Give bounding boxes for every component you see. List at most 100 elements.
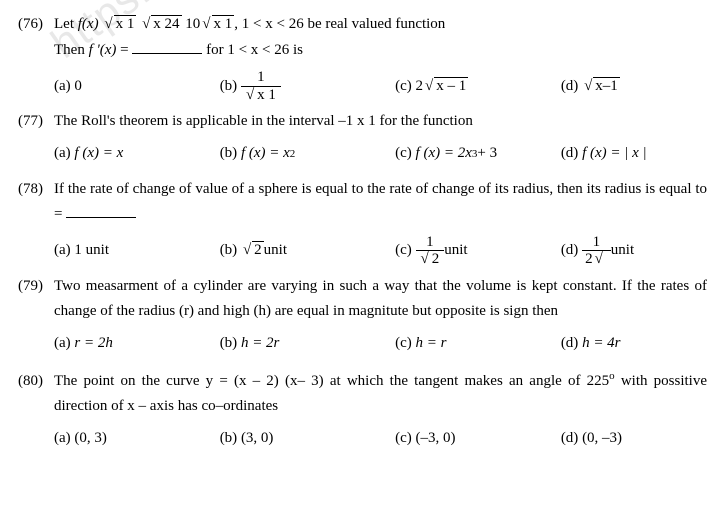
q79-text: (79)Two measarment of a cylinder are var… <box>18 274 707 325</box>
q78-c-frac: 1 √2 <box>416 234 445 268</box>
q78-b-sqrt: √2 <box>241 242 264 259</box>
question-78: (78)If the rate of change of value of a … <box>18 177 707 268</box>
q78-opt-c: (c) 1 √2 unit <box>395 234 561 268</box>
q80-a-val: (0, 3) <box>74 430 107 447</box>
q76-b-frac: 1 √x 1 <box>241 69 281 103</box>
q76-sqrt3-rad: x 1 <box>212 15 235 32</box>
q78-b-post: unit <box>264 242 287 259</box>
question-76: (76)Let f(x) √x 1 √x 24 10√x 1, 1 < x < … <box>18 12 707 103</box>
q76-opt-b: (b) 1 √x 1 <box>220 69 395 103</box>
q78-a-val: 1 unit <box>74 242 109 259</box>
q76-sqrt3: √x 1 <box>200 12 234 38</box>
q78-c-bot: √2 <box>416 251 445 268</box>
q77-num: (77) <box>18 109 54 135</box>
q78-c-post: unit <box>444 242 467 259</box>
q76-b-top: 1 <box>241 69 281 87</box>
question-80: (80)The point on the curve y = (x – 2) (… <box>18 367 707 456</box>
q79-options: (a) r = 2h (b) h = 2r (c) h = r (d) h = … <box>54 327 707 361</box>
q78-opt-a: (a) 1 unit <box>54 234 220 268</box>
q76-options: (a) 0 (b) 1 √x 1 (c) 2√x – 1 (d) √x–1 <box>54 69 707 103</box>
q77-opt-c: (c) f (x) = 2x3 + 3 <box>395 137 561 171</box>
q80-body-pre: The point on the curve y = (x – 2) (x– 3… <box>54 373 609 389</box>
q77-c-pre: f (x) = 2x <box>416 145 472 162</box>
q77-options: (a) f (x) = x (b) f (x) = x2 (c) f (x) =… <box>54 137 707 171</box>
q79-a-val: r = 2h <box>74 335 112 352</box>
q76-l2-post: for 1 < x < 26 is <box>202 42 303 58</box>
q78-d-top: 1 <box>582 234 611 252</box>
q78-d-botpre: 2 <box>585 251 593 267</box>
q76-opt-c: (c) 2√x – 1 <box>395 69 561 103</box>
q80-opt-b: (b) (3, 0) <box>220 422 395 456</box>
q78-text: (78)If the rate of change of value of a … <box>18 177 707 228</box>
q76-c-pre: 2 <box>416 78 424 95</box>
q76-blank <box>132 53 202 54</box>
q78-d-post: unit <box>611 242 634 259</box>
q80-d-val: (0, –3) <box>582 430 622 447</box>
q80-c-val: (–3, 0) <box>416 430 456 447</box>
q79-c-val: h = r <box>416 335 447 352</box>
q76-d-rad: x–1 <box>593 77 620 94</box>
q80-opt-c: (c) (–3, 0) <box>395 422 561 456</box>
q78-blank <box>66 217 136 218</box>
q76-a-val: 0 <box>74 78 82 95</box>
q77-b-val: f (x) = x <box>241 145 290 162</box>
q79-opt-d: (d) h = 4r <box>561 327 707 361</box>
q79-body: Two measarment of a cylinder are varying… <box>54 278 707 320</box>
q79-opt-b: (b) h = 2r <box>220 327 395 361</box>
q76-b-rad: x 1 <box>255 86 278 103</box>
q77-opt-b: (b) f (x) = x2 <box>220 137 395 171</box>
q76-mid3: 10 <box>182 16 201 32</box>
q77-opt-a: (a) f (x) = x <box>54 137 220 171</box>
q78-opt-d: (d) 1 2√ unit <box>561 234 707 268</box>
q76-opt-d: (d) √x–1 <box>561 69 707 103</box>
q79-d-val: h = 4r <box>582 335 620 352</box>
q76-b-bot: √x 1 <box>241 87 281 104</box>
q77-d-val: f (x) = | x | <box>582 145 647 162</box>
q78-opt-b: (b) √2 unit <box>220 234 395 268</box>
q76-fpx: f '(x) <box>89 42 117 58</box>
q76-l1-post: , 1 < x < 26 be real valued function <box>234 16 445 32</box>
q76-d-sqrt: √x–1 <box>582 78 620 95</box>
q76-l2-pre: Then <box>54 42 89 58</box>
q78-c-top: 1 <box>416 234 445 252</box>
q78-body: If the rate of change of value of a sphe… <box>54 181 707 223</box>
q77-body: The Roll's theorem is applicable in the … <box>54 113 473 129</box>
q76-sqrt1-rad: x 1 <box>114 15 137 32</box>
q78-b-rad: 2 <box>252 241 264 258</box>
question-79: (79)Two measarment of a cylinder are var… <box>18 274 707 361</box>
q78-c-sqrt: √2 <box>419 251 442 268</box>
q78-num: (78) <box>18 177 54 203</box>
q78-c-rad: 2 <box>430 250 442 267</box>
q76-b-sqrt: √x 1 <box>244 87 278 104</box>
q77-c-post: + 3 <box>477 145 497 162</box>
q77-b-sup: 2 <box>290 148 296 160</box>
q78-d-rad <box>604 250 608 267</box>
q79-num: (79) <box>18 274 54 300</box>
q80-text: (80)The point on the curve y = (x – 2) (… <box>18 367 707 420</box>
q78-options: (a) 1 unit (b) √2 unit (c) 1 √2 unit (d)… <box>54 234 707 268</box>
q80-num: (80) <box>18 369 54 395</box>
q79-opt-a: (a) r = 2h <box>54 327 220 361</box>
q77-a-val: f (x) = x <box>74 145 123 162</box>
question-77: (77)The Roll's theorem is applicable in … <box>18 109 707 171</box>
q76-c-sqrt: √x – 1 <box>423 78 468 95</box>
q76-text: (76)Let f(x) √x 1 √x 24 10√x 1, 1 < x < … <box>18 12 707 63</box>
q80-options: (a) (0, 3) (b) (3, 0) (c) (–3, 0) (d) (0… <box>54 422 707 456</box>
q79-opt-c: (c) h = r <box>395 327 561 361</box>
q76-opt-a: (a) 0 <box>54 69 220 103</box>
q76-num: (76) <box>18 12 54 38</box>
q76-sqrt2: √x 24 <box>140 12 181 38</box>
q80-opt-d: (d) (0, –3) <box>561 422 707 456</box>
q80-opt-a: (a) (0, 3) <box>54 422 220 456</box>
q78-d-sqrt: √ <box>593 251 608 268</box>
q78-d-frac: 1 2√ <box>582 234 611 268</box>
q80-b-val: (3, 0) <box>241 430 274 447</box>
q76-sqrt2-rad: x 24 <box>151 15 181 32</box>
q76-l2-eq: = <box>116 42 132 58</box>
q79-b-val: h = 2r <box>241 335 279 352</box>
q78-d-bot: 2√ <box>582 251 611 268</box>
q76-sqrt1: √x 1 <box>102 12 136 38</box>
q76-l1-pre: Let <box>54 16 78 32</box>
q77-text: (77)The Roll's theorem is applicable in … <box>18 109 707 135</box>
q76-fx: f(x) <box>78 16 99 32</box>
